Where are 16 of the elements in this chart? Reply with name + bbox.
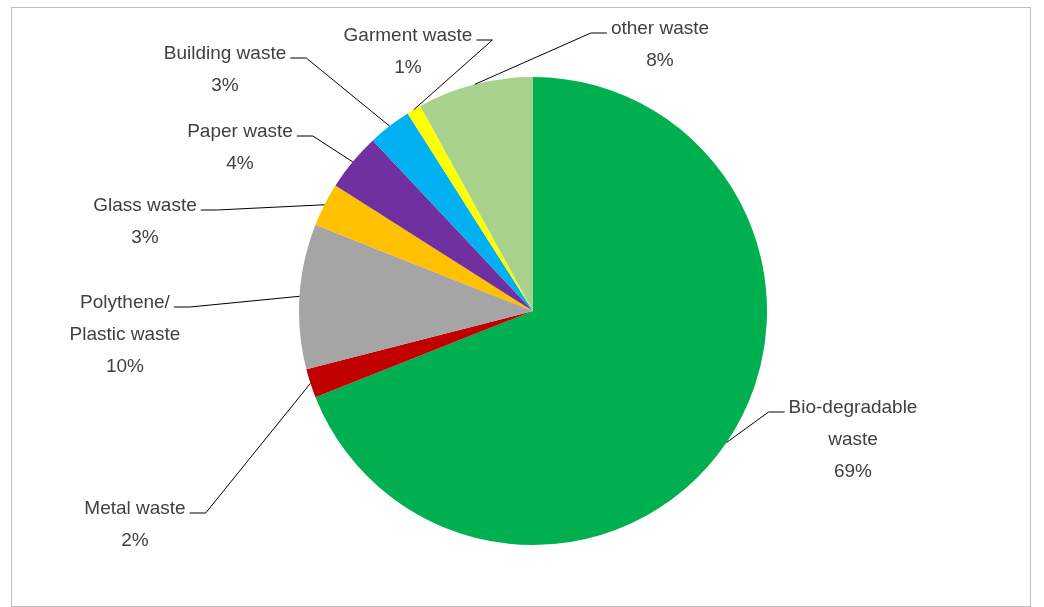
slice-label: Metal waste <box>84 497 186 519</box>
slice-label: Garment waste <box>343 24 473 46</box>
slice-label: Glass waste <box>93 194 197 216</box>
data-label: 10% <box>105 355 145 377</box>
data-label: 4% <box>226 152 254 174</box>
slice-label: other waste <box>610 17 710 39</box>
data-label: 3% <box>211 74 239 96</box>
slice-label: Bio-degradable waste <box>788 396 918 450</box>
slice-label: Building waste <box>163 42 287 64</box>
data-label: 69% <box>833 460 873 482</box>
data-label: 8% <box>646 49 674 71</box>
slice-label: Polythene/ Plastic waste <box>69 291 181 345</box>
data-label: 2% <box>121 529 149 551</box>
slice-label: Paper waste <box>187 120 293 142</box>
data-label: 3% <box>131 226 159 248</box>
data-label: 1% <box>394 56 422 78</box>
